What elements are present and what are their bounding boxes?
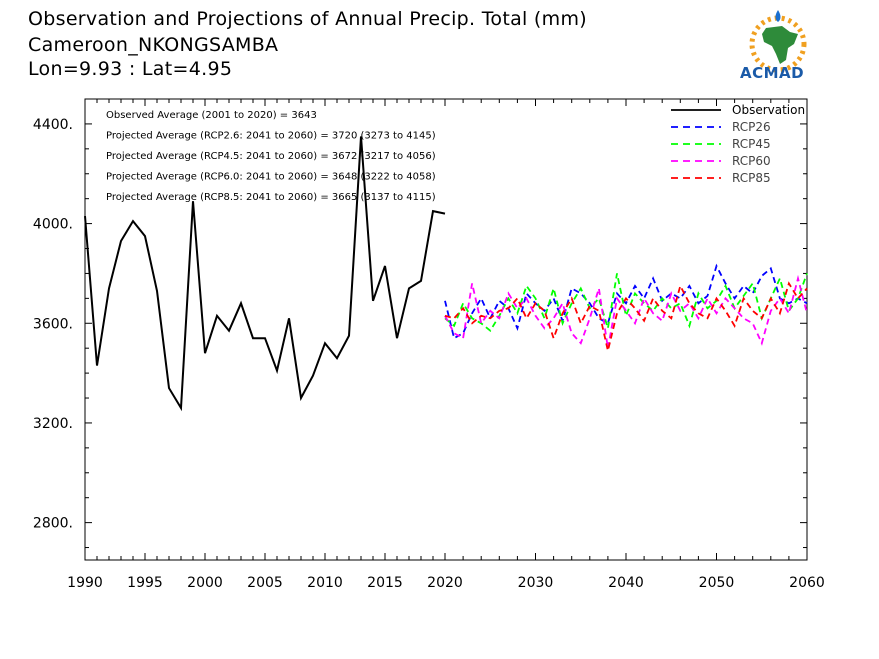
stat-line: Projected Average (RCP8.5: 2041 to 2060)… (106, 192, 436, 203)
stat-line: Projected Average (RCP6.0: 2041 to 2060)… (106, 172, 436, 183)
series-line-rcp45 (444, 273, 808, 333)
x-tick-label: 2015 (367, 575, 403, 591)
y-tick-label: 4400. (33, 117, 73, 133)
legend-label: RCP26 (732, 120, 771, 134)
plot-border (84, 98, 808, 561)
series-line-rcp60 (444, 274, 808, 349)
legend-label: RCP85 (732, 171, 771, 185)
plot-frame (84, 98, 808, 561)
stat-line: Projected Average (RCP4.5: 2041 to 2060)… (106, 151, 436, 162)
x-tick-label: 1995 (127, 575, 163, 591)
series-line-rcp26 (444, 263, 808, 340)
x-tick-label: 2040 (608, 575, 644, 591)
legend-label: RCP60 (732, 154, 771, 168)
y-tick-label: 3200. (33, 416, 73, 432)
legend-label: Observation (732, 103, 805, 117)
x-tick-label: 2050 (699, 575, 735, 591)
africa-map-icon (762, 26, 798, 64)
coordinates: Lon=9.93 : Lat=4.95 (28, 58, 233, 80)
x-tick-label: 2000 (187, 575, 223, 591)
stat-line: Projected Average (RCP2.6: 2041 to 2060)… (106, 131, 436, 142)
water-drop-icon (775, 10, 781, 22)
y-tick-label: 3600. (33, 316, 73, 332)
x-tick-label: 2060 (789, 575, 825, 591)
y-axis-labels: 2800. 3200. 3600. 4000. 4400. (33, 117, 73, 532)
chart-title: Observation and Projections of Annual Pr… (28, 8, 587, 30)
series-line-observation (84, 136, 446, 412)
logo-text: ACMAD (740, 64, 805, 82)
legend-label: RCP45 (732, 137, 771, 151)
axis-ticks (84, 98, 808, 560)
series-line-rcp85 (444, 281, 808, 351)
stats-box: Observed Average (2001 to 2020) = 3643 Pr… (106, 110, 436, 203)
series-layer (84, 136, 808, 412)
location-name: Cameroon_NKONGSAMBA (28, 34, 279, 56)
acmad-logo (749, 10, 807, 73)
x-axis-labels: 1990 1995 2000 2005 2010 2015 2020 2030 2040 2050… (67, 575, 825, 591)
x-tick-label: 2010 (307, 575, 343, 591)
stat-line: Observed Average (2001 to 2020) = 3643 (106, 110, 317, 121)
x-tick-label: 2005 (247, 575, 283, 591)
y-tick-label: 2800. (33, 516, 73, 532)
x-tick-label: 2030 (518, 575, 554, 591)
x-tick-label: 2020 (427, 575, 463, 591)
x-tick-label: 1990 (67, 575, 103, 591)
legend: Observation RCP26 RCP45 RCP60 RCP85 (671, 103, 805, 185)
y-tick-label: 4000. (33, 217, 73, 233)
